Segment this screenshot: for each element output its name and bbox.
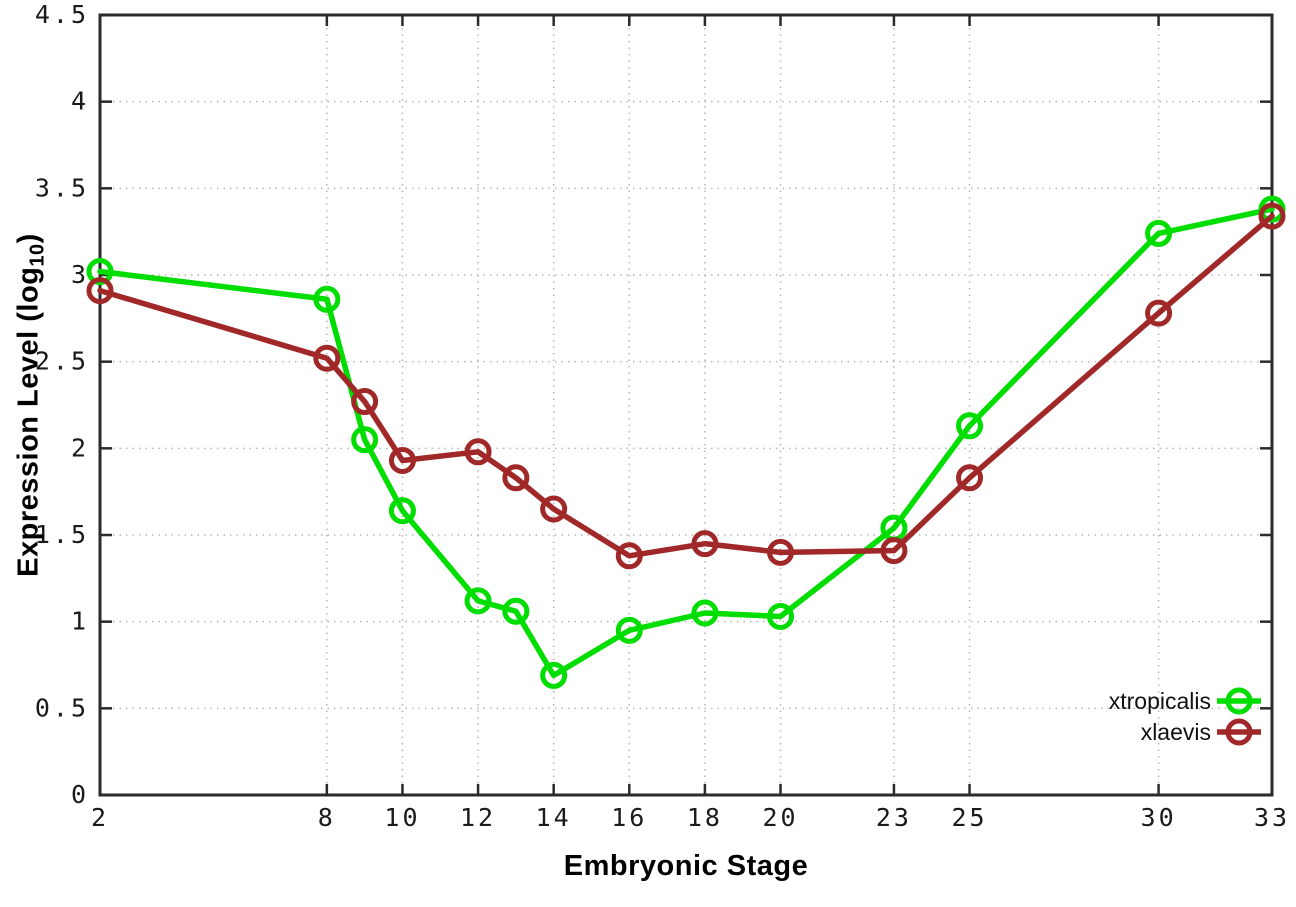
x-tick-label: 18 — [687, 803, 723, 832]
data-point-xtropicalis — [956, 412, 984, 440]
data-point-xlaevis — [313, 344, 341, 372]
x-tick-label: 14 — [536, 803, 572, 832]
legend-label-xtropicalis: xtropicalis — [1109, 688, 1211, 714]
data-point-xlaevis — [767, 538, 795, 566]
y-tick-label: 3 — [71, 260, 89, 289]
data-point-xtropicalis — [691, 599, 719, 627]
legend-marker-xtropicalis — [1225, 687, 1253, 715]
x-tick-label: 33 — [1254, 803, 1290, 832]
x-tick-label: 20 — [762, 803, 798, 832]
x-tick-label: 23 — [876, 803, 912, 832]
legend-marker-xlaevis — [1225, 718, 1253, 746]
x-tick-label: 8 — [318, 803, 336, 832]
y-tick-label: 3.5 — [35, 173, 89, 202]
x-tick-label: 16 — [611, 803, 647, 832]
y-tick-label: 4 — [71, 87, 89, 116]
data-point-xtropicalis — [388, 497, 416, 525]
data-point-xlaevis — [502, 464, 530, 492]
data-point-xtropicalis — [615, 616, 643, 644]
legend-label-xlaevis: xlaevis — [1141, 719, 1211, 745]
data-point-xtropicalis — [540, 661, 568, 689]
y-tick-label: 4.5 — [35, 0, 89, 29]
data-point-xtropicalis — [313, 285, 341, 313]
y-tick-label: 1 — [71, 607, 89, 636]
plot-border — [98, 13, 1274, 797]
y-tick-label: 0 — [71, 780, 89, 809]
data-point-xlaevis — [388, 446, 416, 474]
y-axis-title-text: Expression Level (log — [12, 266, 45, 577]
y-tick-label: 1.5 — [35, 520, 89, 549]
series-line-xlaevis — [97, 213, 1275, 559]
x-tick-label: 30 — [1141, 803, 1177, 832]
data-point-xtropicalis — [767, 602, 795, 630]
x-tick-label: 12 — [460, 803, 496, 832]
data-point-xlaevis — [540, 495, 568, 523]
data-point-xlaevis — [1145, 299, 1173, 327]
data-point-xlaevis — [86, 277, 114, 305]
data-point-xlaevis — [691, 530, 719, 558]
y-axis-title-close: ) — [12, 233, 45, 244]
data-point-xlaevis — [351, 388, 379, 416]
x-axis-title: Embryonic Stage — [563, 850, 809, 882]
data-point-xtropicalis — [1145, 219, 1173, 247]
data-point-xtropicalis — [502, 597, 530, 625]
y-axis-title: Expression Level (log10) — [13, 233, 50, 577]
data-point-xlaevis — [956, 464, 984, 492]
data-point-xlaevis — [615, 542, 643, 570]
x-tick-label: 2 — [91, 803, 109, 832]
x-tick-label: 10 — [384, 803, 420, 832]
y-axis-title-subscript: 10 — [26, 243, 49, 267]
data-point-xtropicalis — [351, 426, 379, 454]
x-tick-label: 25 — [951, 803, 987, 832]
y-tick-label: 0.5 — [35, 693, 89, 722]
data-point-xlaevis — [464, 438, 492, 466]
series-line-xtropicalis — [97, 206, 1275, 679]
data-point-xtropicalis — [464, 587, 492, 615]
data-point-xlaevis — [880, 537, 908, 565]
y-tick-label: 2 — [71, 433, 89, 462]
y-tick-label: 2.5 — [35, 347, 89, 376]
data-point-xtropicalis — [86, 258, 114, 286]
data-point-xlaevis — [1258, 202, 1286, 230]
